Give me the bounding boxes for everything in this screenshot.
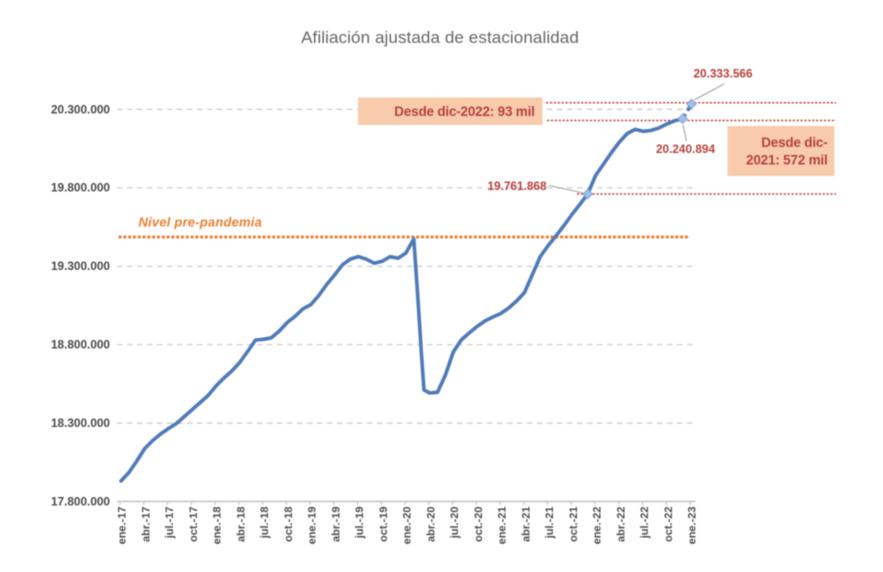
svg-text:oct.-19: oct.-19 [378, 507, 390, 542]
svg-text:ene.-17: ene.-17 [117, 507, 129, 545]
svg-text:Desde dic-2022: 93 mil: Desde dic-2022: 93 mil [394, 104, 534, 119]
svg-text:abr.-22: abr.-22 [615, 507, 627, 542]
svg-text:ene.-23: ene.-23 [687, 507, 699, 545]
svg-text:jul.-22: jul.-22 [639, 507, 651, 540]
svg-text:17.800.000: 17.800.000 [51, 494, 110, 508]
svg-text:jul.-18: jul.-18 [259, 507, 271, 540]
svg-text:Desde dic-: Desde dic- [761, 135, 827, 150]
svg-text:ene.-21: ene.-21 [497, 507, 509, 545]
svg-text:abr.-18: abr.-18 [235, 507, 247, 542]
svg-text:Afiliación ajustada de estacio: Afiliación ajustada de estacionalidad [301, 28, 579, 47]
svg-text:oct.-22: oct.-22 [663, 507, 675, 542]
svg-text:19.761.868: 19.761.868 [487, 179, 546, 193]
svg-text:ene.-22: ene.-22 [592, 507, 604, 545]
svg-text:2021: 572 mil: 2021: 572 mil [746, 153, 827, 168]
svg-text:18.300.000: 18.300.000 [51, 416, 110, 430]
svg-text:abr.-17: abr.-17 [140, 507, 152, 542]
svg-text:oct.-17: oct.-17 [188, 507, 200, 542]
svg-text:jul.-19: jul.-19 [354, 507, 366, 540]
svg-text:oct.-21: oct.-21 [568, 507, 580, 542]
svg-text:Nivel pre-pandemia: Nivel pre-pandemia [139, 215, 263, 230]
svg-text:abr.-19: abr.-19 [330, 507, 342, 542]
svg-text:ene.-20: ene.-20 [402, 507, 414, 545]
svg-text:19.300.000: 19.300.000 [51, 259, 110, 273]
svg-text:oct.-18: oct.-18 [283, 507, 295, 542]
svg-text:abr.-21: abr.-21 [520, 507, 532, 542]
svg-text:jul.-20: jul.-20 [449, 507, 461, 540]
svg-text:20.240.894: 20.240.894 [656, 142, 715, 156]
svg-text:20.300.000: 20.300.000 [51, 102, 110, 116]
svg-text:19.800.000: 19.800.000 [51, 181, 110, 195]
svg-text:20.333.566: 20.333.566 [693, 67, 752, 81]
svg-text:ene.-19: ene.-19 [307, 507, 319, 545]
svg-text:18.800.000: 18.800.000 [51, 338, 110, 352]
svg-text:jul.-21: jul.-21 [544, 507, 556, 540]
svg-text:ene.-18: ene.-18 [212, 507, 224, 545]
svg-text:abr.-20: abr.-20 [425, 507, 437, 542]
svg-text:jul.-17: jul.-17 [164, 507, 176, 540]
svg-text:oct.-20: oct.-20 [473, 507, 485, 542]
